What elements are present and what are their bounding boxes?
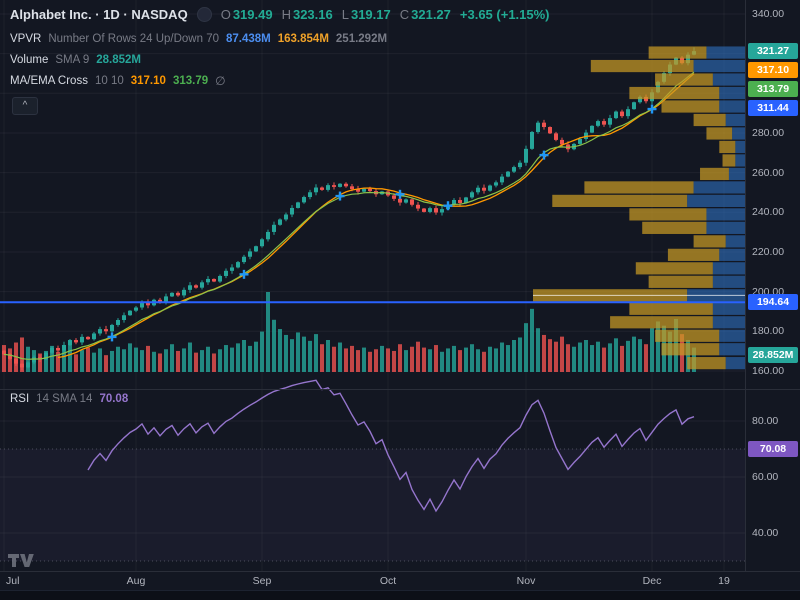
time-axis-label: 19 bbox=[718, 575, 730, 587]
change-value: +3.65 (+1.15%) bbox=[459, 7, 550, 22]
price-axis-badge: 194.64 bbox=[748, 294, 798, 311]
ma-cross-params: 10 10 bbox=[94, 75, 124, 87]
close-value: 321.27 bbox=[411, 7, 451, 22]
price-axis-badge: 313.79 bbox=[748, 81, 798, 97]
symbol-title[interactable]: Alphabet Inc. · 1D · NASDAQ bbox=[10, 7, 188, 22]
exchange-icon bbox=[196, 7, 212, 22]
open-label: O bbox=[220, 7, 231, 22]
time-axis-label: Jul bbox=[6, 575, 20, 587]
vpvr-params: Number Of Rows 24 Up/Down 70 bbox=[48, 33, 219, 45]
price-axis[interactable]: 340.00 280.00 260.00 240.00 220.00 200.00 180.… bbox=[745, 0, 800, 571]
time-axis-label: Dec bbox=[642, 575, 662, 587]
bottom-bar bbox=[0, 590, 800, 600]
price-axis-label: 220.00 bbox=[752, 245, 785, 258]
empty-set-icon: ∅ bbox=[215, 74, 226, 88]
price-axis-label: 260.00 bbox=[752, 166, 785, 179]
indicator-row-vpvr[interactable]: VPVR Number Of Rows 24 Up/Down 70 87.438… bbox=[10, 32, 387, 47]
time-axis-label: Nov bbox=[516, 575, 536, 587]
low-label: L bbox=[341, 7, 349, 22]
vpvr-title[interactable]: VPVR bbox=[10, 33, 42, 45]
price-axis-badge: 311.44 bbox=[748, 100, 798, 116]
price-axis-label: 180.00 bbox=[752, 325, 785, 338]
tradingview-logo-icon bbox=[8, 554, 34, 567]
time-axis-label: Aug bbox=[126, 575, 146, 587]
ohlc-open: O 319.49 bbox=[221, 7, 273, 22]
ema-value: 313.79 bbox=[172, 75, 209, 87]
time-axis-label: Oct bbox=[379, 575, 397, 587]
ohlc-low: L 319.17 bbox=[342, 7, 391, 22]
rsi-title[interactable]: RSI bbox=[10, 393, 30, 405]
high-label: H bbox=[281, 7, 291, 22]
price-axis-label: 280.00 bbox=[752, 126, 785, 139]
price-axis-badge: 317.10 bbox=[748, 62, 798, 78]
rsi-axis-label: 60.00 bbox=[752, 471, 779, 483]
ohlc-close: C 321.27 bbox=[400, 7, 451, 22]
open-value: 319.49 bbox=[232, 7, 273, 22]
rsi-value: 70.08 bbox=[99, 393, 129, 405]
vpvr-total-volume: 251.292M bbox=[335, 33, 388, 45]
price-axis-label: 340.00 bbox=[752, 7, 785, 20]
rsi-axis-label: 80.00 bbox=[752, 415, 779, 427]
tradingview-logo[interactable] bbox=[8, 553, 35, 573]
ohlc-high: H 323.16 bbox=[282, 7, 333, 22]
close-label: C bbox=[399, 7, 410, 22]
rsi-params: 14 SMA 14 bbox=[36, 393, 93, 405]
symbol-header: Alphabet Inc. · 1D · NASDAQ O 319.49 H 323… bbox=[10, 7, 550, 22]
rsi-axis-label: 40.00 bbox=[752, 527, 779, 539]
vpvr-up-volume: 87.438M bbox=[225, 33, 271, 45]
high-value: 323.16 bbox=[292, 7, 333, 22]
price-axis-label: 240.00 bbox=[752, 206, 785, 219]
ma-cross-title[interactable]: MA/EMA Cross bbox=[10, 75, 88, 87]
price-axis-badge: 28.852M bbox=[748, 347, 798, 363]
price-axis-badge: 321.27 bbox=[748, 43, 798, 59]
time-axis-label: Sep bbox=[252, 575, 272, 587]
vpvr-down-volume: 163.854M bbox=[277, 33, 329, 45]
indicator-row-rsi[interactable]: RSI 14 SMA 14 70.08 bbox=[10, 392, 128, 407]
time-axis[interactable]: Jul Aug Sep Oct Nov Dec 19 bbox=[0, 571, 800, 591]
volume-title[interactable]: Volume bbox=[10, 54, 49, 66]
volume-params: SMA 9 bbox=[55, 54, 90, 66]
volume-value: 28.852M bbox=[96, 54, 142, 66]
ma-value: 317.10 bbox=[130, 75, 166, 87]
rsi-axis-badge: 70.08 bbox=[748, 440, 798, 457]
price-axis-label: 160.00 bbox=[752, 364, 785, 377]
indicator-row-ma-cross[interactable]: MA/EMA Cross 10 10 317.10 313.79 ∅ bbox=[10, 74, 226, 89]
low-value: 319.17 bbox=[350, 7, 391, 22]
legend-collapse-button[interactable]: ^ bbox=[12, 97, 38, 115]
indicator-row-volume[interactable]: Volume SMA 9 28.852M bbox=[10, 53, 141, 68]
